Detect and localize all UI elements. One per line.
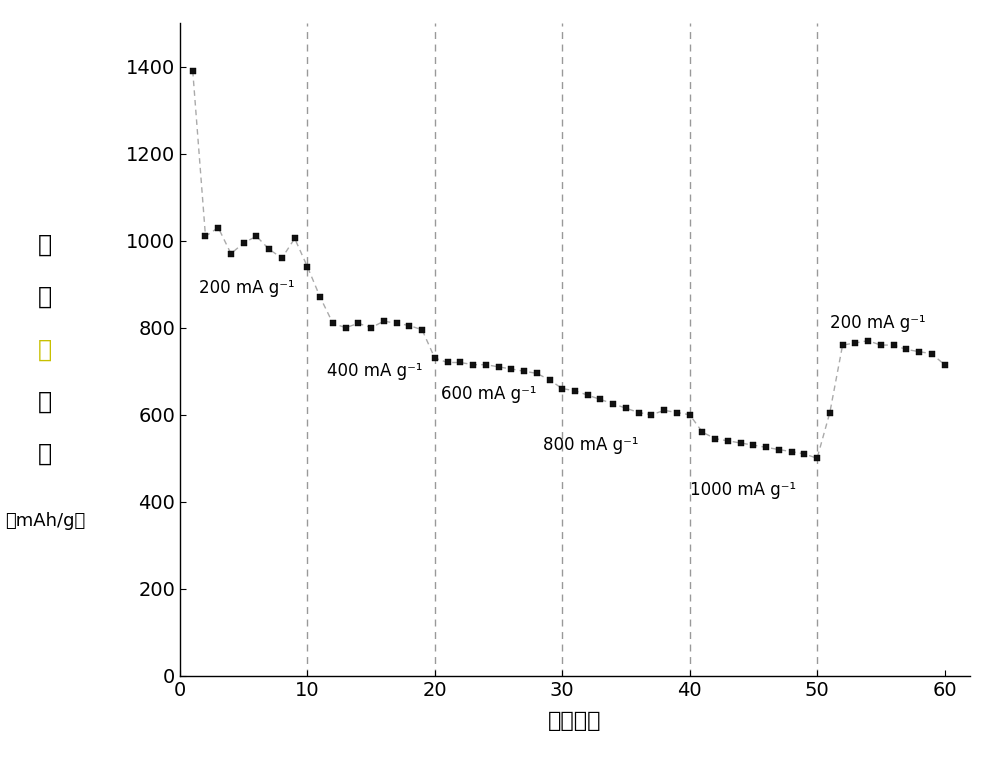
Text: 容: 容 (38, 389, 52, 414)
Text: 放: 放 (38, 233, 52, 257)
Text: 比: 比 (38, 337, 52, 362)
Text: 200 mA g⁻¹: 200 mA g⁻¹ (199, 279, 295, 297)
Text: 800 mA g⁻¹: 800 mA g⁻¹ (543, 435, 639, 454)
Text: 200 mA g⁻¹: 200 mA g⁻¹ (830, 313, 925, 332)
Text: 1000 mA g⁻¹: 1000 mA g⁻¹ (690, 482, 796, 499)
Text: 量: 量 (38, 442, 52, 466)
Text: 400 mA g⁻¹: 400 mA g⁻¹ (327, 362, 422, 379)
Text: 600 mA g⁻¹: 600 mA g⁻¹ (441, 386, 537, 403)
Text: 电: 电 (38, 285, 52, 310)
Text: （mAh/g）: （mAh/g） (5, 512, 85, 531)
X-axis label: 循环次数: 循环次数 (548, 711, 602, 731)
